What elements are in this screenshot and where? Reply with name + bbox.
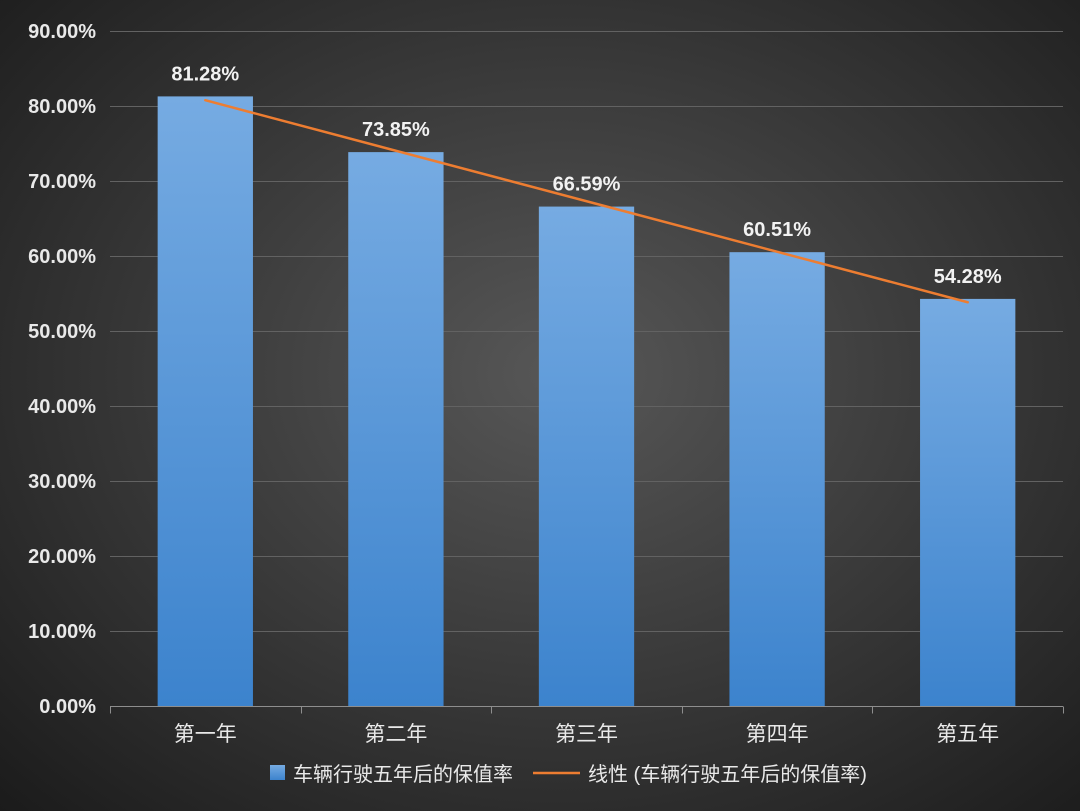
legend-label-trendline: 线性 (车辆行驶五年后的保值率) [588, 763, 867, 786]
y-tick-label: 80.00% [28, 96, 96, 118]
data-label: 81.28% [171, 63, 239, 85]
y-tick-label: 0.00% [39, 696, 96, 718]
y-tick-label: 70.00% [28, 171, 96, 193]
y-tick-label: 90.00% [28, 21, 96, 43]
trendline-layer [204, 98, 969, 304]
y-tick-label: 60.00% [28, 246, 96, 268]
bar [157, 96, 253, 706]
y-tick-label: 30.00% [28, 471, 96, 493]
trendline [204, 98, 969, 304]
data-label: 66.59% [553, 174, 621, 196]
legend-item-trendline: 线性 (车辆行驶五年后的保值率) [533, 763, 867, 786]
x-tick-label: 第五年 [936, 723, 999, 746]
bar [729, 252, 825, 707]
x-axis: 第一年 第二年 第三年 第四年 第五年 [110, 706, 1064, 746]
legend-label-series: 车辆行驶五年后的保值率 [293, 763, 513, 786]
y-tick-label: 40.00% [28, 396, 96, 418]
y-tick-label: 20.00% [28, 546, 96, 568]
x-tick-label: 第二年 [364, 723, 427, 746]
bar [538, 206, 635, 706]
bar [920, 298, 1016, 706]
y-tick-label: 50.00% [28, 321, 96, 343]
data-label: 54.28% [934, 266, 1002, 288]
y-axis: 0.00% 10.00% 20.00% 30.00% 40.00% 50.00% 60.00… [28, 21, 96, 718]
x-tick-label: 第三年 [555, 723, 618, 746]
data-label: 60.51% [743, 219, 811, 241]
bars [157, 96, 1016, 707]
x-tick-label: 第四年 [746, 723, 809, 746]
legend-swatch-bar [270, 765, 285, 780]
data-labels: 81.28% 73.85% 66.59% 60.51% 54.28% [171, 63, 1002, 288]
x-tick-label: 第一年 [174, 723, 237, 746]
data-label: 73.85% [362, 119, 430, 141]
legend-item-series: 车辆行驶五年后的保值率 [270, 763, 513, 786]
bar [348, 152, 444, 706]
y-tick-label: 10.00% [28, 621, 96, 643]
legend: 车辆行驶五年后的保值率 线性 (车辆行驶五年后的保值率) [270, 763, 867, 786]
